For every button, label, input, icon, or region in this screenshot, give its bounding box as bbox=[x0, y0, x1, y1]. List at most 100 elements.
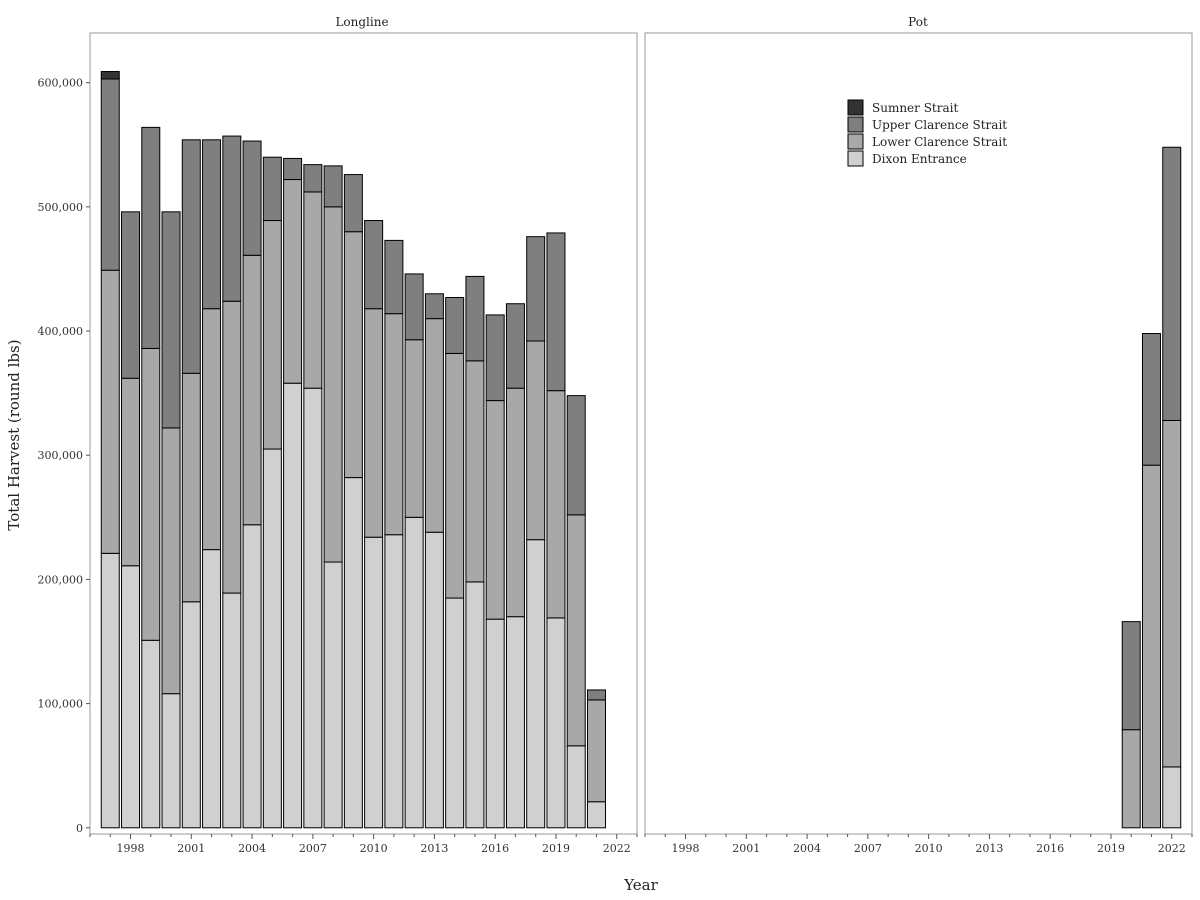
bar-longline-2001-dixon-entrance bbox=[181, 601, 201, 829]
bar-longline-2012-dixon-entrance bbox=[404, 516, 424, 829]
bar-longline-2005-upper-clarence-strait bbox=[262, 156, 282, 222]
bar-longline-2006-dixon-entrance bbox=[283, 382, 303, 829]
bar-longline-2001-lower-clarence-strait bbox=[181, 372, 201, 603]
pot-x-axis: 1998 2001 2004 2007 2010 2013 2016 2019 2022 bbox=[644, 833, 1193, 855]
y-tick-label: 400,000 bbox=[38, 325, 84, 338]
y-axis: 0 100,000 200,000 300,000 400,000 500,000 600,… bbox=[38, 77, 90, 835]
bar-longline-2003-upper-clarence-strait bbox=[222, 135, 242, 302]
bar-longline-2014-dixon-entrance bbox=[445, 597, 465, 829]
bar-longline-2021-dixon-entrance bbox=[586, 801, 606, 829]
x-tick-label: 2016 bbox=[1036, 842, 1064, 855]
y-tick-label: 100,000 bbox=[38, 698, 84, 711]
bar-longline-2008-upper-clarence-strait bbox=[323, 165, 343, 208]
bar-longline-2018-lower-clarence-strait bbox=[526, 340, 546, 541]
bar-longline-2011-dixon-entrance bbox=[384, 534, 404, 829]
bar-longline-2006-upper-clarence-strait bbox=[283, 157, 303, 181]
bar-longline-2020-upper-clarence-strait bbox=[566, 395, 586, 516]
y-tick-label: 0 bbox=[76, 822, 83, 835]
bar-longline-1997-lower-clarence-strait bbox=[100, 269, 120, 554]
bar-longline-2008-dixon-entrance bbox=[323, 561, 343, 829]
x-tick-label: 2004 bbox=[793, 842, 821, 855]
bar-longline-2000-dixon-entrance bbox=[161, 693, 181, 829]
bar-longline-1998-dixon-entrance bbox=[121, 565, 141, 829]
bar-longline-1997-sumner-strait bbox=[100, 70, 120, 80]
bar-longline-2013-upper-clarence-strait bbox=[424, 293, 444, 320]
bar-longline-2002-lower-clarence-strait bbox=[202, 308, 222, 551]
x-tick-label: 2013 bbox=[975, 842, 1003, 855]
bar-longline-2010-lower-clarence-strait bbox=[364, 308, 384, 538]
bar-longline-2000-upper-clarence-strait bbox=[161, 211, 181, 429]
bar-longline-2019-upper-clarence-strait bbox=[546, 232, 566, 392]
legend-swatch-upper-clarence-strait bbox=[847, 116, 864, 133]
bar-longline-2012-upper-clarence-strait bbox=[404, 273, 424, 341]
bar-longline-2016-dixon-entrance bbox=[485, 618, 505, 829]
bar-longline-2004-lower-clarence-strait bbox=[242, 254, 262, 526]
x-tick-label: 2004 bbox=[238, 842, 266, 855]
bar-longline-1999-upper-clarence-strait bbox=[141, 126, 161, 349]
bar-longline-1999-lower-clarence-strait bbox=[141, 347, 161, 641]
bar-longline-2017-lower-clarence-strait bbox=[505, 387, 525, 618]
pot-bars bbox=[1121, 146, 1182, 829]
x-tick-label: 1998 bbox=[117, 842, 145, 855]
bar-longline-2015-dixon-entrance bbox=[465, 581, 485, 829]
bar-longline-2001-upper-clarence-strait bbox=[181, 139, 201, 374]
y-tick-label: 600,000 bbox=[38, 77, 84, 90]
bar-longline-2003-dixon-entrance bbox=[222, 592, 242, 829]
bar-longline-2010-dixon-entrance bbox=[364, 536, 384, 829]
x-tick-label: 2013 bbox=[420, 842, 448, 855]
x-tick-label: 2007 bbox=[854, 842, 882, 855]
bar-pot-2021-lower-clarence-strait bbox=[1141, 464, 1161, 829]
bar-longline-2020-lower-clarence-strait bbox=[566, 514, 586, 747]
bar-pot-2020-upper-clarence-strait bbox=[1121, 621, 1141, 731]
bar-longline-2017-upper-clarence-strait bbox=[505, 303, 525, 389]
bar-longline-2020-dixon-entrance bbox=[566, 745, 586, 829]
bar-longline-1997-upper-clarence-strait bbox=[100, 78, 120, 271]
bar-longline-2005-lower-clarence-strait bbox=[262, 220, 282, 450]
y-tick-label: 500,000 bbox=[38, 201, 84, 214]
legend: Sumner Strait Upper Clarence Strait Lower … bbox=[847, 99, 1007, 167]
bar-longline-2014-lower-clarence-strait bbox=[445, 352, 465, 599]
bar-longline-2002-upper-clarence-strait bbox=[202, 139, 222, 310]
x-tick-label: 2010 bbox=[915, 842, 943, 855]
bar-longline-2011-upper-clarence-strait bbox=[384, 239, 404, 315]
bar-longline-2002-dixon-entrance bbox=[202, 549, 222, 829]
bar-longline-2012-lower-clarence-strait bbox=[404, 339, 424, 518]
bar-longline-2014-upper-clarence-strait bbox=[445, 297, 465, 354]
x-tick-label: 2001 bbox=[177, 842, 205, 855]
x-tick-label: 2001 bbox=[732, 842, 760, 855]
bar-longline-2010-upper-clarence-strait bbox=[364, 220, 384, 310]
legend-swatch-sumner-strait bbox=[847, 99, 864, 116]
x-tick-label: 1998 bbox=[672, 842, 700, 855]
bar-longline-2016-upper-clarence-strait bbox=[485, 314, 505, 402]
y-axis-title: Total Harvest (round lbs) bbox=[5, 339, 23, 530]
bar-longline-2013-lower-clarence-strait bbox=[424, 318, 444, 533]
longline-x-axis: 1998 2001 2004 2007 2010 2013 2016 2019 2022 bbox=[89, 833, 638, 855]
bar-longline-1999-dixon-entrance bbox=[141, 639, 161, 829]
bar-pot-2022-lower-clarence-strait bbox=[1162, 419, 1182, 768]
legend-label-dixon-entrance: Dixon Entrance bbox=[872, 152, 967, 166]
bar-longline-2019-dixon-entrance bbox=[546, 617, 566, 829]
legend-swatch-dixon-entrance bbox=[847, 150, 864, 167]
x-tick-label: 2016 bbox=[481, 842, 509, 855]
legend-label-upper-clarence-strait: Upper Clarence Strait bbox=[872, 118, 1007, 132]
bar-longline-2009-lower-clarence-strait bbox=[343, 231, 363, 479]
bar-longline-2015-upper-clarence-strait bbox=[465, 275, 485, 362]
bar-pot-2021-upper-clarence-strait bbox=[1141, 333, 1161, 466]
bar-longline-2011-lower-clarence-strait bbox=[384, 313, 404, 536]
bar-longline-2008-lower-clarence-strait bbox=[323, 206, 343, 563]
bar-longline-2009-upper-clarence-strait bbox=[343, 174, 363, 233]
bar-longline-2016-lower-clarence-strait bbox=[485, 400, 505, 620]
bar-pot-2022-upper-clarence-strait bbox=[1162, 146, 1182, 421]
bar-longline-2004-dixon-entrance bbox=[242, 524, 262, 829]
bar-longline-2018-upper-clarence-strait bbox=[526, 236, 546, 342]
bar-longline-2017-dixon-entrance bbox=[505, 616, 525, 829]
panel-title-longline: Longline bbox=[335, 15, 388, 29]
x-tick-label: 2010 bbox=[360, 842, 388, 855]
bar-longline-2015-lower-clarence-strait bbox=[465, 360, 485, 583]
bar-longline-2021-upper-clarence-strait bbox=[586, 689, 606, 701]
x-tick-label: 2019 bbox=[542, 842, 570, 855]
legend-swatch-lower-clarence-strait bbox=[847, 133, 864, 150]
longline-bars bbox=[100, 70, 606, 829]
x-tick-label: 2022 bbox=[603, 842, 631, 855]
